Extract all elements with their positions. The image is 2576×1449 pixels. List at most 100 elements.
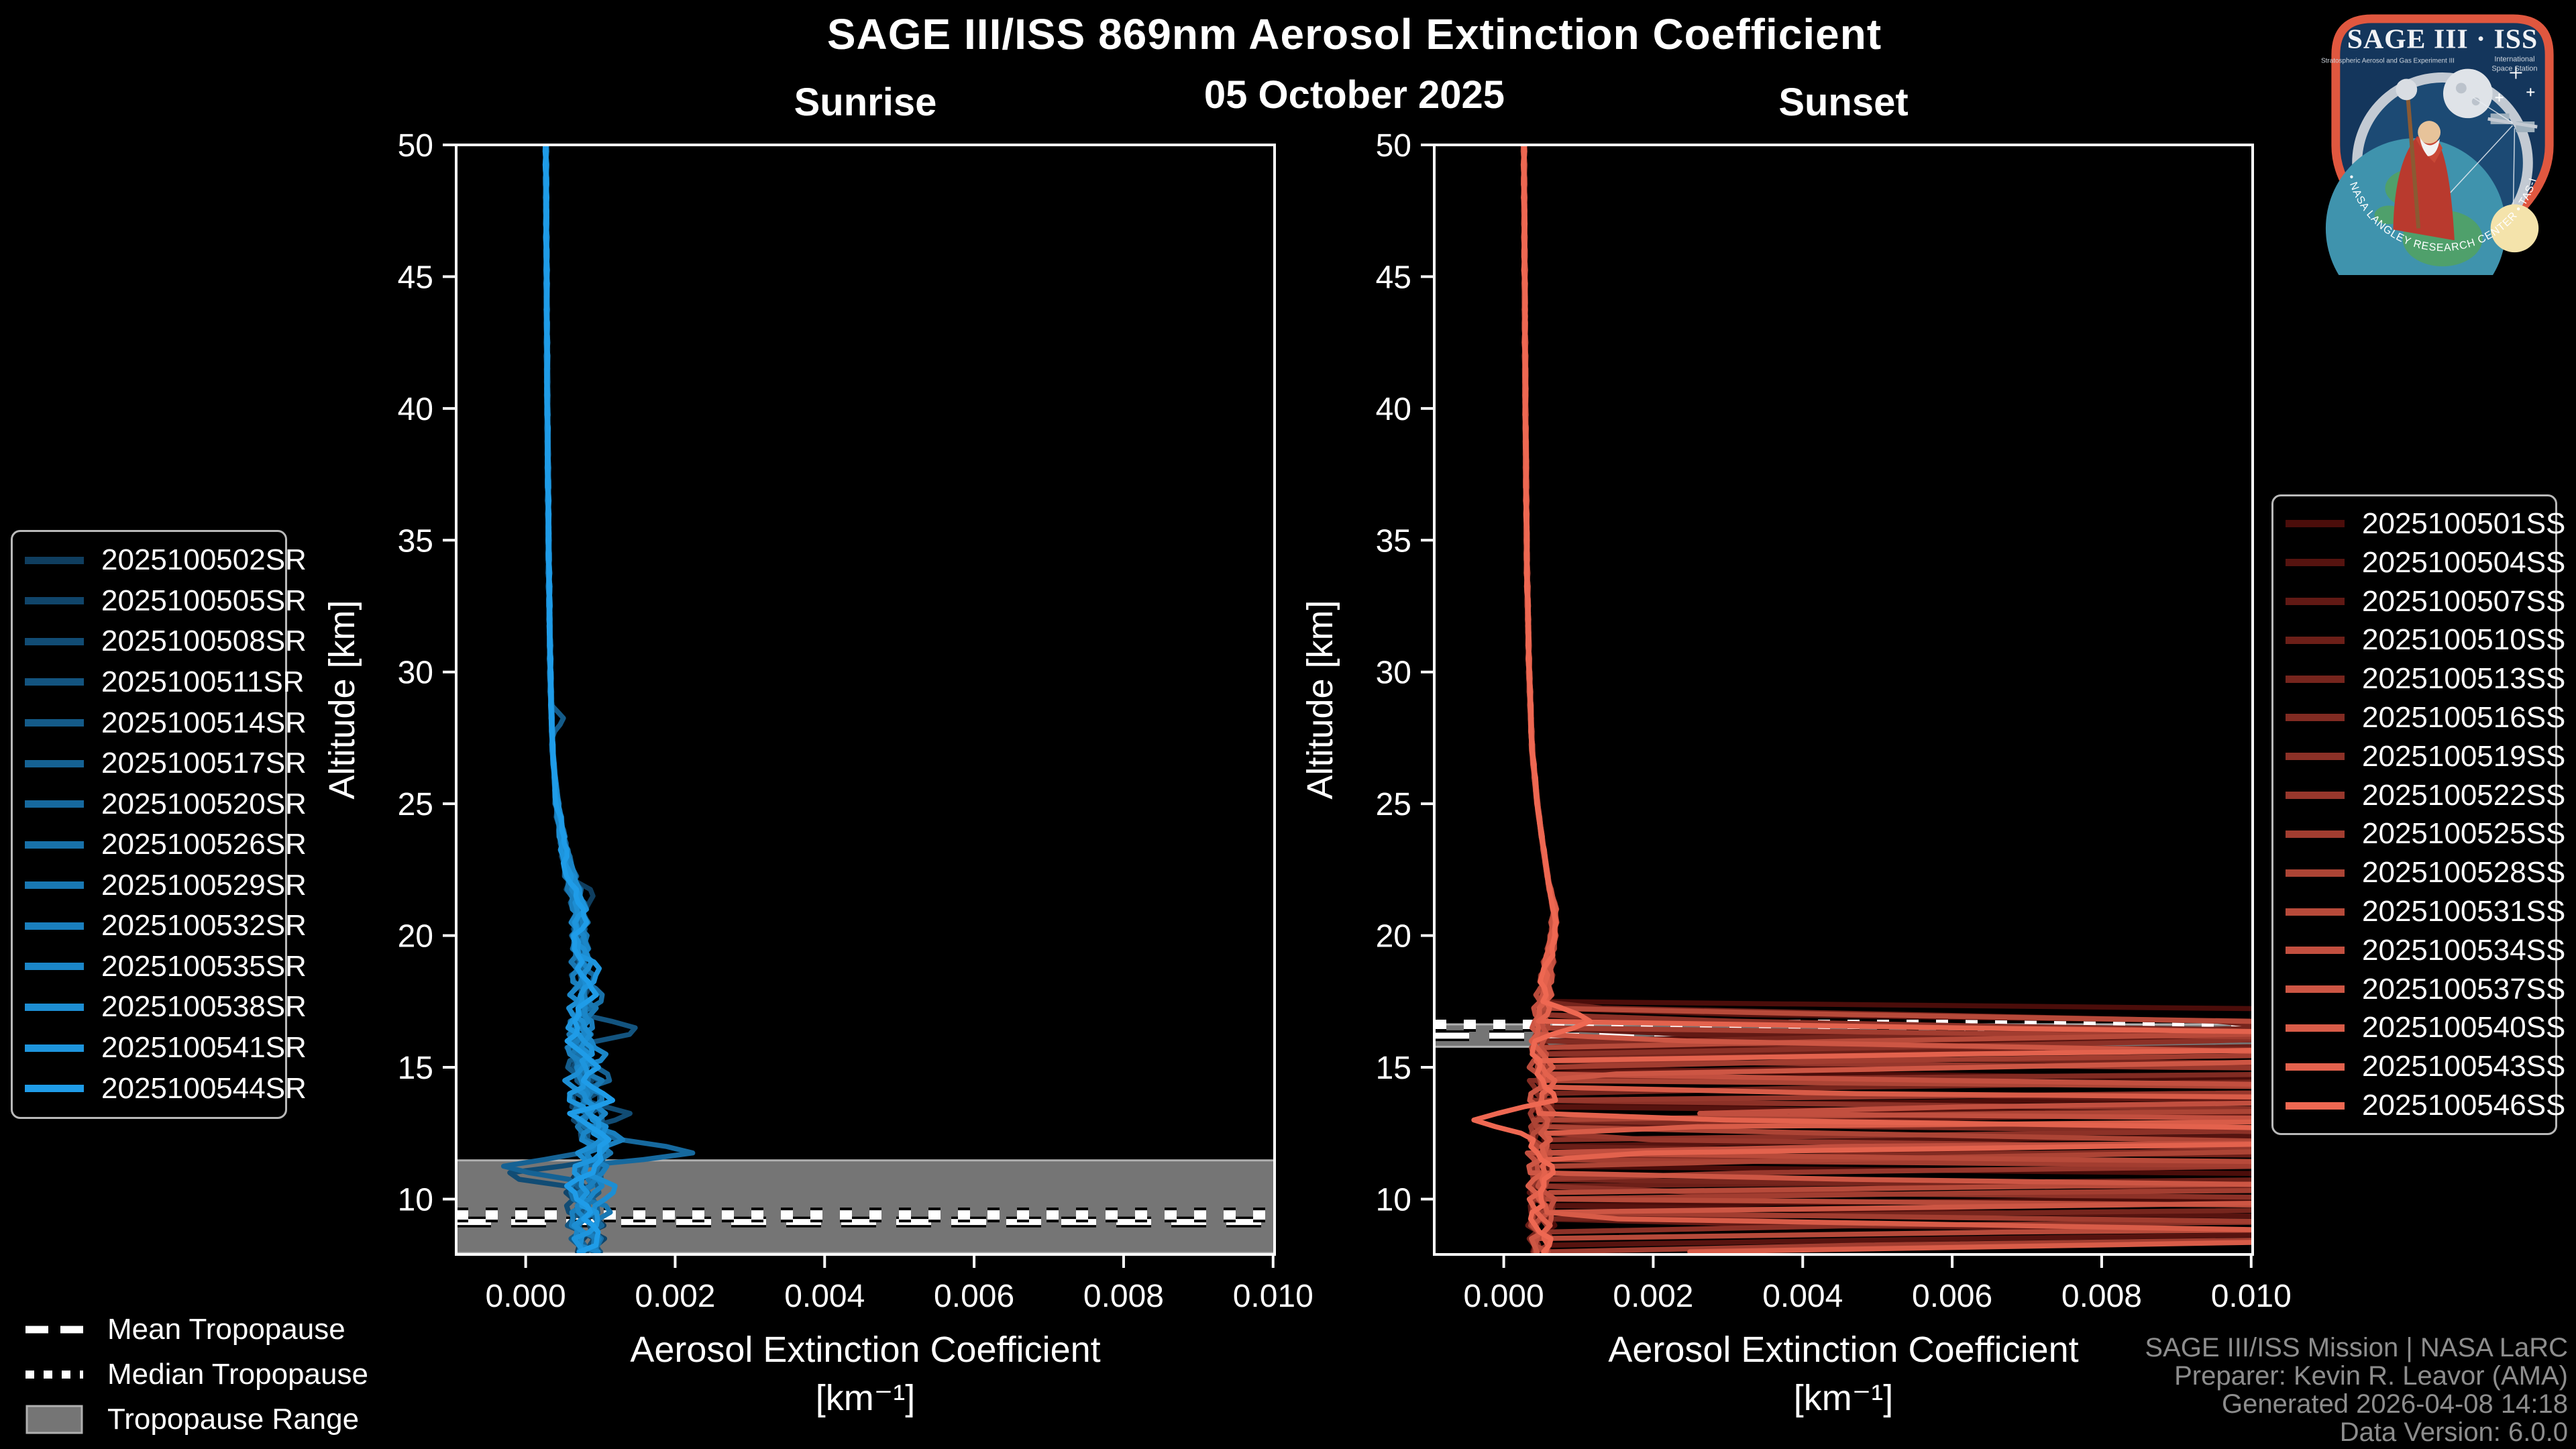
legend-event-label: 2025100507SS: [2362, 584, 2566, 618]
legend-event-label: 2025100511SR: [101, 665, 305, 698]
profile-2025100544SR: [542, 145, 616, 1254]
x-tick-label: 0.008: [1083, 1279, 1164, 1314]
legend-event-label: 2025100514SR: [101, 706, 307, 739]
x-axis-unit: [km⁻¹]: [1794, 1378, 1893, 1418]
sage-iii-iss-mission-patch: SAGE III · ISS Stratospheric Aerosol and…: [2316, 8, 2554, 275]
x-tick-label: 0.002: [1613, 1279, 1693, 1314]
legend-line-swatch: [2286, 908, 2345, 916]
patch-subtitle-left: Stratospheric Aerosol and Gas Experiment…: [2321, 58, 2455, 65]
legend-item: 2025100522SS: [2286, 779, 2565, 812]
mean-tropopause-label: Mean Tropopause: [107, 1313, 345, 1346]
y-tick-label: 45: [1376, 260, 1411, 295]
legend-event-label: 2025100505SR: [101, 584, 307, 617]
y-tick-label: 20: [1376, 919, 1411, 955]
tropopause-range-legend-item: Tropopause Range: [20, 1399, 359, 1440]
attribution-preparer: Preparer: Kevin R. Leavor (AMA): [2174, 1361, 2568, 1391]
legend-item: 2025100525SS: [2286, 817, 2565, 851]
legend-item: 2025100514SR: [25, 706, 307, 740]
y-tick-label: 35: [1376, 523, 1411, 559]
legend-line-swatch: [25, 556, 84, 564]
legend-event-label: 2025100528SS: [2362, 856, 2566, 890]
y-tick-label: 35: [398, 523, 433, 559]
x-tick-label: 0.010: [2211, 1279, 2292, 1314]
legend-event-label: 2025100526SR: [101, 828, 307, 861]
attribution-data-version: Data Version: 6.0.0: [2339, 1417, 2568, 1447]
x-tick-label: 0.006: [934, 1279, 1014, 1314]
legend-event-label: 2025100502SR: [101, 543, 307, 577]
legend-line-swatch: [2286, 559, 2345, 567]
x-axis-unit: [km⁻¹]: [816, 1378, 915, 1418]
legend-item: 2025100520SR: [25, 788, 307, 821]
y-tick-label: 25: [398, 787, 433, 822]
legend-item: 2025100526SR: [25, 828, 307, 861]
attribution-block: SAGE III/ISS Mission | NASA LaRC Prepare…: [2145, 1334, 2568, 1446]
profile-2025100546SS: [1471, 145, 1593, 1254]
legend-event-label: 2025100532SR: [101, 909, 307, 943]
legend-line-swatch: [25, 1085, 84, 1093]
x-tick-label: 0.000: [486, 1279, 566, 1314]
x-axis-label: Aerosol Extinction Coefficient: [630, 1330, 1100, 1370]
y-tick-label: 30: [398, 655, 433, 691]
legend-item: 2025100538SR: [25, 990, 307, 1024]
legend-item: 2025100546SS: [2286, 1089, 2565, 1122]
y-tick-label: 45: [398, 260, 433, 295]
attribution-mission: SAGE III/ISS Mission | NASA LaRC: [2145, 1333, 2568, 1362]
x-tick-label: 0.010: [1233, 1279, 1313, 1314]
legend-event-label: 2025100540SS: [2362, 1011, 2566, 1044]
legend-line-swatch: [2286, 869, 2345, 877]
legend-line-swatch: [2286, 1063, 2345, 1071]
patch-sun-icon: [2490, 204, 2539, 253]
legend-event-label: 2025100546SS: [2362, 1089, 2566, 1122]
axes-spines: [455, 144, 1276, 1256]
tropopause-range-label: Tropopause Range: [107, 1403, 360, 1436]
legend-line-swatch: [2286, 675, 2345, 683]
legend-item: 2025100516SS: [2286, 701, 2565, 735]
axes-spines: [1433, 144, 2254, 1256]
legend-line-swatch: [2286, 1102, 2345, 1110]
patch-subtitle-right1: International: [2494, 56, 2534, 64]
y-tick-label: 25: [1376, 787, 1411, 822]
legend-item: 2025100531SS: [2286, 895, 2565, 928]
legend-item: 2025100529SR: [25, 869, 307, 902]
attribution-generated: Generated 2026-04-08 14:18: [2222, 1389, 2568, 1419]
legend-item: 2025100544SR: [25, 1072, 307, 1106]
patch-moon-icon: [2443, 68, 2493, 119]
legend-item: 2025100508SR: [25, 625, 307, 658]
legend-item: 2025100501SS: [2286, 507, 2565, 541]
y-tick-label: 40: [1376, 392, 1411, 427]
legend-event-label: 2025100513SS: [2362, 662, 2566, 696]
legend-event-label: 2025100543SS: [2362, 1050, 2566, 1083]
legend-event-label: 2025100516SS: [2362, 700, 2566, 734]
patch-star-icons: [2495, 66, 2535, 102]
y-tick-label: 15: [1376, 1051, 1411, 1086]
legend-event-label: 2025100504SS: [2362, 545, 2566, 579]
legend-item: 2025100513SS: [2286, 662, 2565, 696]
legend-item: 2025100528SS: [2286, 856, 2565, 890]
legend-item: 2025100540SS: [2286, 1011, 2565, 1044]
legend-item: 2025100532SR: [25, 909, 307, 943]
legend-line-swatch: [25, 597, 84, 605]
legend-line-swatch: [25, 759, 84, 767]
legend-line-swatch: [25, 637, 84, 645]
sunrise-panel: 0.000 0.002 0.004 0.006 0.008 0.010 10 15 20 25 30…: [322, 80, 1313, 1418]
legend-event-label: 2025100508SR: [101, 625, 307, 658]
legend-item: 2025100534SS: [2286, 934, 2565, 967]
legend-event-label: 2025100541SR: [101, 1031, 307, 1065]
gray-band-icon: [25, 1405, 83, 1434]
legend-event-label: 2025100525SS: [2362, 817, 2566, 851]
legend-line-swatch: [25, 1003, 84, 1011]
legend-event-label: 2025100501SS: [2362, 506, 2566, 540]
y-axis-label: Altitude [km]: [322, 600, 362, 799]
legend-line-swatch: [25, 963, 84, 971]
legend-item: 2025100511SR: [25, 665, 305, 699]
legend-item: 2025100517SR: [25, 747, 307, 780]
legend-line-swatch: [25, 841, 84, 849]
sunset-panel-title: Sunset: [1778, 80, 1908, 124]
legend-item: 2025100541SR: [25, 1031, 307, 1065]
legend-line-swatch: [2286, 520, 2345, 528]
legend-event-label: 2025100519SS: [2362, 739, 2566, 773]
dashed-line-icon: [25, 1326, 83, 1334]
legend-item: 2025100507SS: [2286, 585, 2565, 619]
